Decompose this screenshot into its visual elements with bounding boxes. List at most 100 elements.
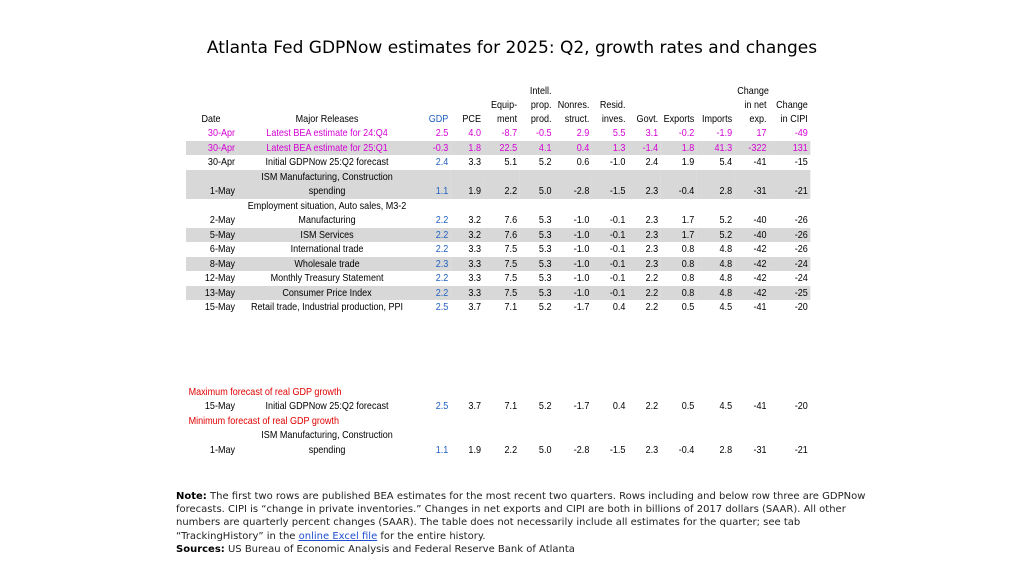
header-govt: Govt. bbox=[636, 113, 659, 125]
cell-cipi: 131 bbox=[769, 140, 811, 155]
cell-resid: -1.0 bbox=[609, 156, 626, 168]
cell-imports: 4.8 bbox=[719, 272, 733, 284]
note-text-1: The first two rows are published BEA est… bbox=[176, 491, 866, 542]
release-name: Latest BEA estimate for 24:Q4 bbox=[266, 127, 388, 139]
cell-cipi: -20 bbox=[794, 400, 808, 412]
cell-imports: -1.9 bbox=[716, 127, 733, 139]
cell-netexp: -42 bbox=[734, 285, 770, 300]
cell-govt: 2.2 bbox=[645, 400, 659, 412]
header-equip-1: Equip- bbox=[490, 99, 518, 111]
cell-govt: 2.3 bbox=[645, 443, 659, 456]
cell-exports: 0.8 bbox=[681, 272, 695, 284]
release-name: spending bbox=[308, 443, 346, 456]
cell-ipp: 4.1 bbox=[519, 140, 555, 155]
cell-ipp: 5.0 bbox=[519, 184, 555, 199]
cell-resid: 5.5 bbox=[612, 127, 626, 139]
cell-govt: 2.3 bbox=[628, 256, 661, 271]
cell-equip: 2.2 bbox=[504, 443, 518, 456]
online-excel-link[interactable]: online Excel file bbox=[298, 530, 378, 542]
release-name: Latest BEA estimate for 25:Q1 bbox=[237, 140, 417, 155]
cell-exports: 1.7 bbox=[660, 227, 697, 242]
cell-resid: -1.5 bbox=[609, 443, 626, 456]
cell-govt: 2.2 bbox=[645, 301, 659, 313]
row-date: 13-May bbox=[186, 285, 238, 300]
cell-resid: -0.1 bbox=[609, 243, 626, 255]
release-name: Wholesale trade bbox=[237, 256, 417, 271]
cell-gdp: 1.1 bbox=[416, 184, 451, 199]
release-name: Monthly Treasury Statement bbox=[270, 272, 384, 284]
cell-equip: 7.5 bbox=[504, 243, 518, 255]
cell-exports: -0.4 bbox=[660, 184, 697, 199]
cell-netexp: -41 bbox=[753, 400, 767, 412]
cell-cipi: -26 bbox=[794, 243, 808, 255]
row-date: 5-May bbox=[186, 227, 238, 242]
cell-govt: 2.2 bbox=[645, 272, 659, 284]
spacer-row bbox=[186, 343, 810, 357]
cell-netexp: -41 bbox=[753, 156, 767, 168]
cell-nonres: -1.0 bbox=[573, 214, 590, 226]
release-name: Initial GDPNow 25:Q2 forecast bbox=[265, 156, 389, 168]
cell-cipi: -49 bbox=[794, 127, 808, 139]
cell-exports: 0.5 bbox=[681, 400, 695, 412]
header-releases: Major Releases bbox=[295, 113, 359, 125]
cell-exports: 0.5 bbox=[681, 301, 695, 313]
cell-pce: 1.8 bbox=[450, 140, 484, 155]
cell-netexp: -41 bbox=[753, 301, 767, 313]
cell-imports: 2.8 bbox=[696, 184, 735, 199]
cell-imports: 4.8 bbox=[696, 285, 735, 300]
cell-nonres: -2.8 bbox=[573, 443, 590, 456]
cell-ipp: 5.3 bbox=[538, 214, 552, 226]
cell-ipp: 5.2 bbox=[538, 400, 552, 412]
cell-govt: 2.4 bbox=[645, 156, 659, 168]
cell-netexp: -40 bbox=[734, 227, 770, 242]
note-block: Note: The first two rows are published B… bbox=[176, 490, 866, 556]
cell-resid: -0.1 bbox=[609, 272, 626, 284]
release-name-line-1: ISM Manufacturing, Construction bbox=[261, 429, 393, 441]
cell-pce: 3.7 bbox=[468, 301, 481, 313]
release-name-line-1: ISM Manufacturing, Construction bbox=[237, 169, 417, 184]
cell-netexp: 17 bbox=[756, 127, 767, 139]
cell-equip: 7.5 bbox=[504, 272, 518, 284]
chart-title: Atlanta Fed GDPNow estimates for 2025: Q… bbox=[206, 38, 818, 58]
release-name: Consumer Price Index bbox=[237, 285, 417, 300]
release-name: International trade bbox=[290, 243, 364, 255]
header-pce: PCE bbox=[462, 113, 481, 125]
header-exports: Exports bbox=[663, 113, 695, 125]
max-forecast-label-row: Maximum forecast of real GDP growth bbox=[186, 385, 810, 400]
cell-equip: -8.7 bbox=[501, 127, 518, 139]
max-forecast-label: Maximum forecast of real GDP growth bbox=[188, 385, 342, 398]
header-date: Date bbox=[201, 113, 221, 125]
header-netexp-1: Change bbox=[737, 85, 769, 97]
table-row-release-line: ISM Manufacturing, Construction bbox=[186, 169, 811, 184]
release-name: Initial GDPNow 25:Q2 forecast bbox=[265, 400, 389, 412]
cell-gdp: 1.1 bbox=[435, 443, 449, 456]
header-gdp: GDP bbox=[428, 113, 449, 125]
cell-ipp: 5.3 bbox=[519, 227, 555, 242]
table-row-release-line: Employment situation, Auto sales, M3-2 bbox=[186, 199, 810, 214]
release-name: Manufacturing bbox=[298, 214, 356, 226]
header-nonres-1: Nonres. bbox=[557, 99, 590, 111]
cell-gdp: 2.5 bbox=[435, 127, 449, 139]
header-imports: Imports bbox=[701, 113, 733, 125]
cell-gdp: 2.2 bbox=[416, 227, 451, 242]
cell-netexp: -31 bbox=[734, 184, 770, 199]
cell-gdp: 2.5 bbox=[435, 301, 449, 313]
cell-resid: -0.1 bbox=[609, 214, 626, 226]
cell-ipp: 5.2 bbox=[538, 156, 552, 168]
cell-cipi: -15 bbox=[794, 156, 808, 168]
cell-pce: 3.3 bbox=[450, 285, 484, 300]
cell-resid: 0.4 bbox=[612, 400, 626, 412]
header-ipp-2: prop. bbox=[530, 99, 552, 111]
table-row: 12-May Monthly Treasury Statement 2.2 3.3 7.… bbox=[186, 271, 810, 286]
cell-nonres: -1.7 bbox=[573, 400, 590, 412]
note-text-2: for the entire history. bbox=[377, 530, 486, 542]
cell-resid: -0.1 bbox=[591, 285, 629, 300]
table-row: 30-Apr Latest BEA estimate for 24:Q4 2.5 4.… bbox=[186, 126, 810, 141]
table-header: Intell. Change Equip- prop. Nonres. Resi… bbox=[186, 84, 810, 126]
cell-equip: 7.6 bbox=[483, 227, 520, 242]
header-resid-2: inves. bbox=[601, 113, 626, 125]
cell-imports: 4.8 bbox=[696, 256, 735, 271]
cell-imports: 41.3 bbox=[696, 140, 735, 155]
cell-exports: 1.9 bbox=[681, 156, 695, 168]
row-date: 30-Apr bbox=[207, 127, 236, 139]
